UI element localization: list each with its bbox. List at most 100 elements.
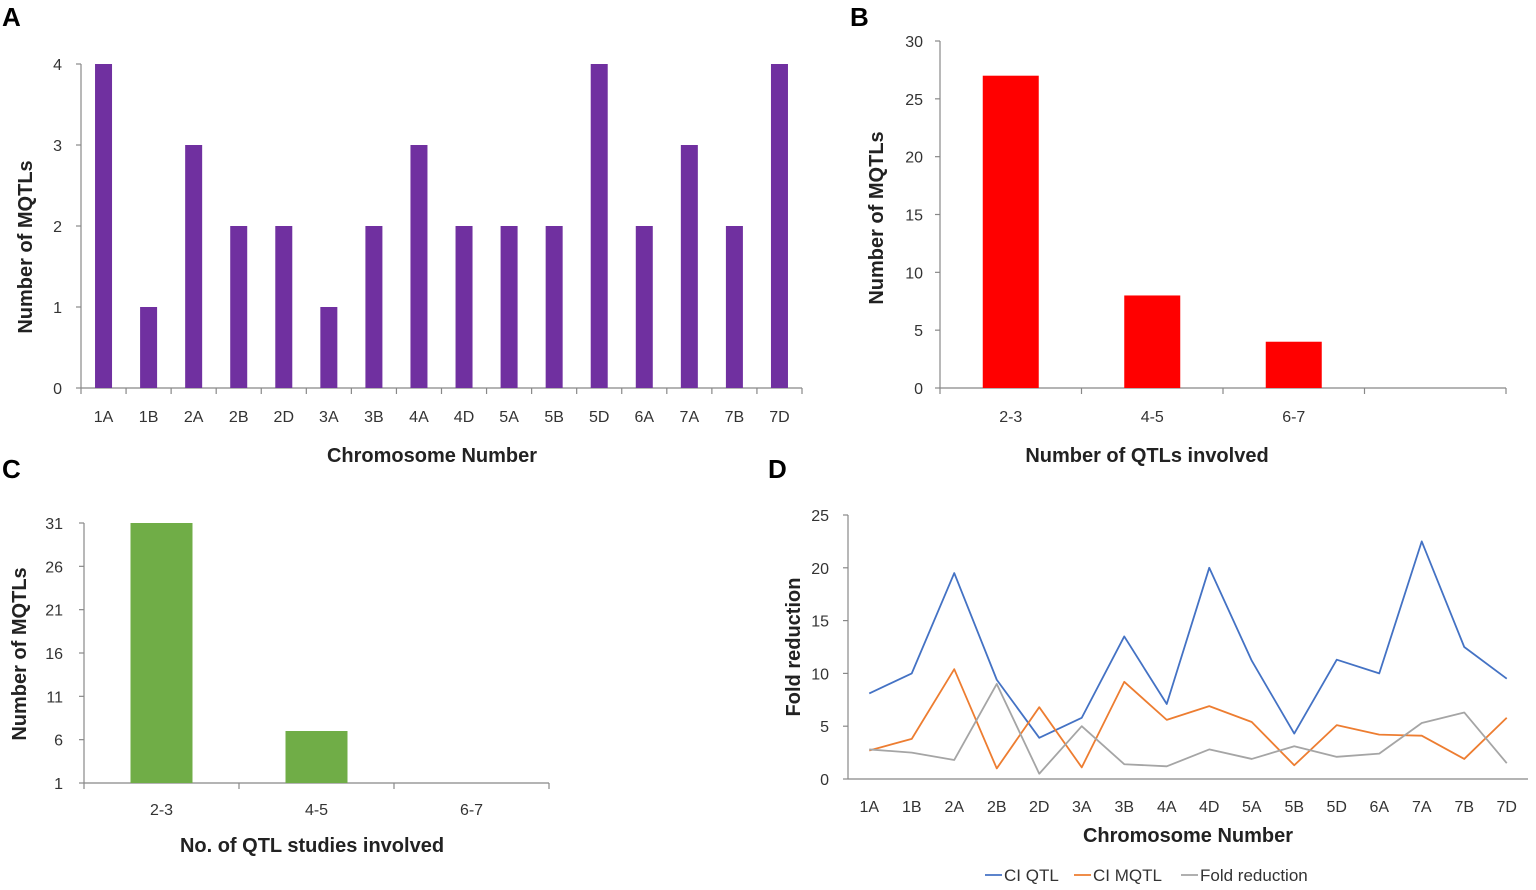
x-tick-label-d: 2D bbox=[1029, 799, 1049, 816]
x-tick-label-a: 5A bbox=[499, 409, 519, 426]
bar-a-7A bbox=[680, 145, 698, 388]
y-tick-label-a: 1 bbox=[53, 300, 62, 317]
y-tick-label-c: 31 bbox=[45, 516, 63, 533]
x-tick-label-b: 6-7 bbox=[1282, 409, 1305, 426]
x-tick-label-b: 4-5 bbox=[1141, 409, 1164, 426]
y-tick-label-a: 2 bbox=[53, 219, 62, 236]
x-tick-label-c: 6-7 bbox=[460, 802, 483, 819]
y-tick-label-b: 5 bbox=[914, 323, 923, 340]
x-tick-label-d: 1A bbox=[859, 799, 879, 816]
y-tick-label-d: 25 bbox=[811, 508, 829, 525]
bar-a-2D bbox=[275, 226, 293, 388]
panel-d-line-chart: D 0 5 10 15 20 25 1A 1B 2A 2B 2D 3A 3B 4A 4D 5A 5B 5D 6A 7A… bbox=[768, 454, 1528, 885]
x-tick-label-a: 4D bbox=[454, 409, 474, 426]
y-tick-label-a: 4 bbox=[53, 57, 62, 74]
panel-label-a: A bbox=[2, 2, 21, 32]
x-axis-label-a: Chromosome Number bbox=[327, 445, 537, 467]
y-tick-label-d: 20 bbox=[811, 561, 829, 578]
y-tick-label-a: 0 bbox=[53, 381, 62, 398]
bar-c-4-5 bbox=[285, 731, 348, 783]
panel-label-d: D bbox=[768, 454, 787, 484]
y-tick-label-c: 1 bbox=[54, 776, 63, 793]
x-tick-label-a: 2B bbox=[229, 409, 249, 426]
x-tick-label-a: 2D bbox=[274, 409, 294, 426]
legend-label-ci-mqtl: CI MQTL bbox=[1093, 866, 1162, 885]
panel-label-c: C bbox=[2, 454, 21, 484]
bar-a-6A bbox=[635, 226, 653, 388]
series-line-ci-mqtl bbox=[869, 668, 1508, 770]
x-tick-label-d: 5B bbox=[1284, 799, 1304, 816]
series-line-fold-reduction bbox=[869, 683, 1508, 775]
x-tick-label-d: 4A bbox=[1157, 799, 1177, 816]
y-tick-label-b: 10 bbox=[905, 265, 923, 282]
x-tick-label-a: 7B bbox=[725, 409, 745, 426]
x-tick-label-d: 6A bbox=[1369, 799, 1389, 816]
x-tick-label-a: 5B bbox=[544, 409, 564, 426]
x-axis-label-c: No. of QTL studies involved bbox=[180, 835, 444, 857]
y-tick-label-c: 6 bbox=[54, 733, 63, 750]
bar-b-6-7 bbox=[1265, 341, 1322, 388]
x-tick-label-d: 7B bbox=[1454, 799, 1474, 816]
y-axis-label-c: Number of MQTLs bbox=[9, 567, 31, 740]
y-tick-label-c: 26 bbox=[45, 559, 63, 576]
x-tick-label-a: 5D bbox=[589, 409, 609, 426]
x-tick-label-d: 7A bbox=[1412, 799, 1432, 816]
bar-c-2-3 bbox=[130, 523, 193, 783]
x-tick-label-a: 1B bbox=[139, 409, 159, 426]
series-line-ci-qtl bbox=[868, 540, 1508, 739]
y-axis-label-b: Number of MQTLs bbox=[866, 131, 888, 304]
bar-a-2A bbox=[185, 145, 203, 388]
y-tick-label-a: 3 bbox=[53, 138, 62, 155]
x-tick-label-a: 7D bbox=[769, 409, 789, 426]
bar-a-1B bbox=[140, 307, 158, 388]
x-tick-label-d: 2B bbox=[987, 799, 1007, 816]
y-tick-label-b: 0 bbox=[914, 381, 923, 398]
y-tick-label-b: 20 bbox=[905, 150, 923, 167]
bar-a-7D bbox=[770, 64, 788, 388]
x-axis-label-b: Number of QTLs involved bbox=[1025, 445, 1268, 467]
x-tick-label-d: 5D bbox=[1327, 799, 1347, 816]
x-tick-label-d: 5A bbox=[1242, 799, 1262, 816]
x-tick-label-a: 6A bbox=[634, 409, 654, 426]
y-tick-label-c: 11 bbox=[46, 689, 63, 706]
bar-a-5A bbox=[500, 226, 518, 388]
x-tick-label-d: 3A bbox=[1072, 799, 1092, 816]
x-tick-label-a: 1A bbox=[94, 409, 114, 426]
legend-label-ci-qtl: CI QTL bbox=[1004, 866, 1059, 885]
y-tick-label-b: 25 bbox=[905, 92, 923, 109]
y-tick-label-c: 16 bbox=[45, 646, 63, 663]
bar-a-2B bbox=[230, 226, 248, 388]
x-tick-label-c: 4-5 bbox=[305, 802, 328, 819]
y-tick-label-d: 0 bbox=[820, 772, 829, 789]
bar-b-4-5 bbox=[1124, 295, 1181, 388]
x-tick-label-d: 3B bbox=[1114, 799, 1134, 816]
x-tick-label-b: 2-3 bbox=[999, 409, 1022, 426]
legend: CI QTL CI MQTL Fold reduction bbox=[985, 866, 1308, 885]
panel-label-b: B bbox=[850, 2, 869, 32]
bar-a-5D bbox=[590, 64, 608, 388]
x-tick-label-d: 7D bbox=[1497, 799, 1517, 816]
y-axis-label-d: Fold reduction bbox=[783, 578, 805, 717]
bar-a-1A bbox=[95, 64, 113, 388]
x-tick-label-a: 4A bbox=[409, 409, 429, 426]
legend-label-fold-reduction: Fold reduction bbox=[1200, 866, 1308, 885]
bar-a-4A bbox=[410, 145, 428, 388]
y-tick-label-c: 21 bbox=[45, 603, 63, 620]
x-tick-label-d: 1B bbox=[902, 799, 922, 816]
y-tick-label-b: 30 bbox=[905, 34, 923, 51]
bar-a-3A bbox=[320, 307, 338, 388]
x-tick-label-a: 3B bbox=[364, 409, 384, 426]
bar-a-5B bbox=[545, 226, 563, 388]
x-tick-label-d: 4D bbox=[1199, 799, 1219, 816]
y-tick-label-d: 5 bbox=[820, 719, 829, 736]
bar-a-3B bbox=[365, 226, 383, 388]
x-axis-label-d: Chromosome Number bbox=[1083, 825, 1293, 847]
y-tick-label-d: 10 bbox=[811, 666, 829, 683]
x-tick-label-d: 2A bbox=[944, 799, 964, 816]
bar-b-2-3 bbox=[982, 75, 1039, 388]
y-axis-label-a: Number of MQTLs bbox=[15, 160, 37, 333]
x-tick-label-a: 3A bbox=[319, 409, 339, 426]
